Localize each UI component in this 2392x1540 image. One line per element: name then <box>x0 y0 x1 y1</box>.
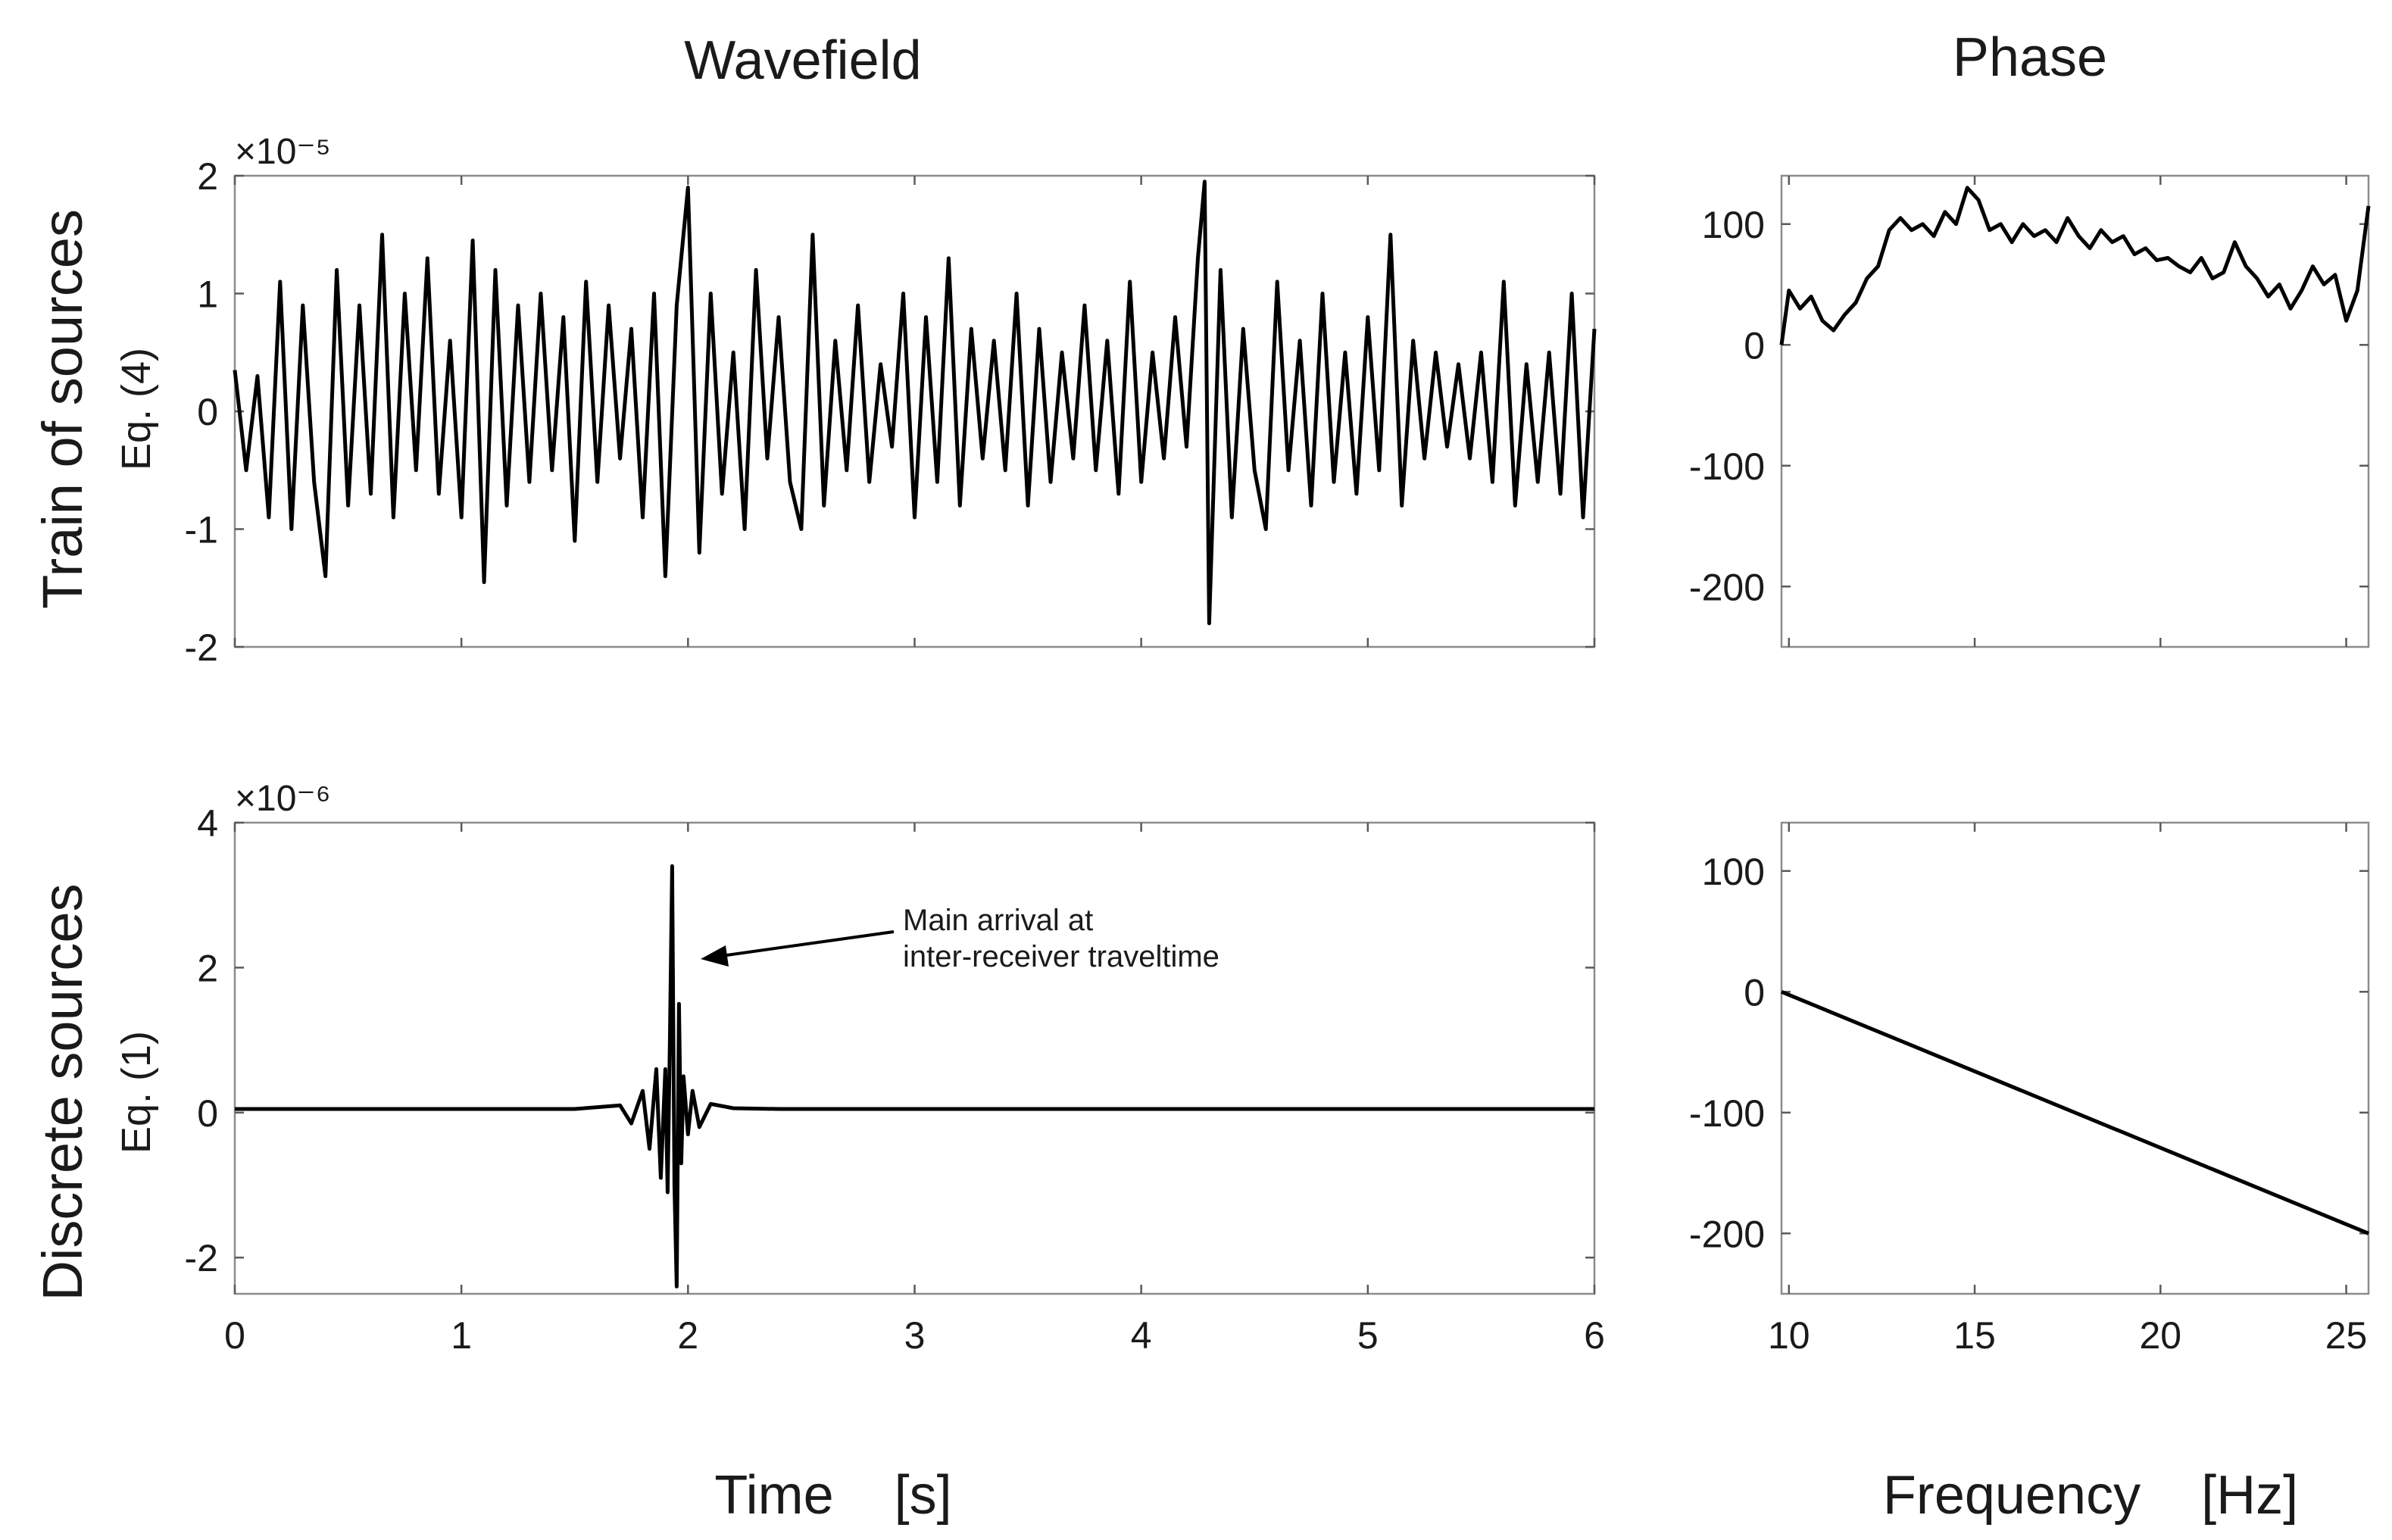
phase-train-ytick-label: 0 <box>1744 324 1765 367</box>
row-label-train-of-sources: Train of sources <box>31 209 94 609</box>
wavefield-train-ytick-label: -2 <box>185 626 218 669</box>
wavefield-train-ytick-label: 1 <box>197 273 218 316</box>
axes-frame-wavefield-discrete <box>233 821 1596 1295</box>
wavefield-train-ytick-label: 2 <box>197 155 218 198</box>
wavefield-discrete-ytick-label: 4 <box>197 802 218 845</box>
exponent-label-top: ×10⁻⁵ <box>235 132 331 172</box>
wavefield-discrete-series-0 <box>235 864 1594 1289</box>
data-traces <box>233 180 2371 1289</box>
column-title-phase: Phase <box>1953 27 2107 88</box>
phase-train-ytick-label: -200 <box>1689 566 1765 608</box>
wavefield-discrete-xtick-label: 3 <box>904 1314 926 1357</box>
annotation-line-1: Main arrival at <box>903 904 1093 937</box>
tick-marks <box>233 174 2369 1294</box>
row-label-train-eq: Eq. (4) <box>114 348 159 470</box>
annotation-arrow-shaft <box>710 930 895 959</box>
wavefield-discrete-xtick-label: 2 <box>677 1314 698 1357</box>
wavefield-train-series-0 <box>233 180 1597 626</box>
exponent-label-bottom: ×10⁻⁶ <box>235 779 331 819</box>
wavefield-train-ytick-label: 0 <box>197 391 218 433</box>
xlabel-time: Time [s] <box>714 1465 951 1526</box>
phase-discrete-xtick-label: 20 <box>2140 1314 2182 1357</box>
phase-discrete-ytick-label: 0 <box>1744 971 1765 1014</box>
wavefield-discrete-xtick-label: 5 <box>1357 1314 1379 1357</box>
wavefield-discrete-ytick-label: -2 <box>185 1237 218 1279</box>
phase-discrete-series-0 <box>1781 989 2369 1235</box>
wavefield-discrete-xtick-label: 6 <box>1584 1314 1605 1357</box>
annotation-arrow <box>701 930 895 967</box>
wavefield-discrete-xtick-label: 4 <box>1131 1314 1152 1357</box>
phase-discrete-ytick-label: -200 <box>1689 1213 1765 1255</box>
xlabel-frequency: Frequency [Hz] <box>1883 1465 2298 1526</box>
phase-train-series-0 <box>1779 186 2371 345</box>
wavefield-discrete-ytick-label: 2 <box>197 947 218 989</box>
column-title-wavefield: Wavefield <box>684 30 921 91</box>
phase-discrete-xtick-label: 15 <box>1953 1314 1996 1357</box>
row-label-discrete-sources: Discrete sources <box>31 883 94 1301</box>
annotation-line-2: inter-receiver traveltime <box>903 940 1219 973</box>
phase-train-ytick-label: -100 <box>1689 445 1765 488</box>
phase-discrete-ytick-label: -100 <box>1689 1092 1765 1135</box>
wavefield-train-ytick-label: -1 <box>185 509 218 551</box>
row-label-discrete-eq: Eq. (1) <box>114 1031 159 1154</box>
annotation-arrow-head <box>701 945 729 967</box>
wavefield-discrete-xtick-label: 0 <box>224 1314 245 1357</box>
wavefield-discrete-ytick-label: 0 <box>197 1092 218 1135</box>
axes-frame-phase-discrete <box>1780 821 2370 1295</box>
axes-frame-phase-train <box>1780 174 2370 648</box>
phase-train-ytick-label: 100 <box>1702 204 1765 246</box>
phase-discrete-xtick-label: 10 <box>1768 1314 1810 1357</box>
wavefield-discrete-xtick-label: 1 <box>451 1314 472 1357</box>
phase-discrete-xtick-label: 25 <box>2325 1314 2368 1357</box>
phase-discrete-ytick-label: 100 <box>1702 851 1765 893</box>
